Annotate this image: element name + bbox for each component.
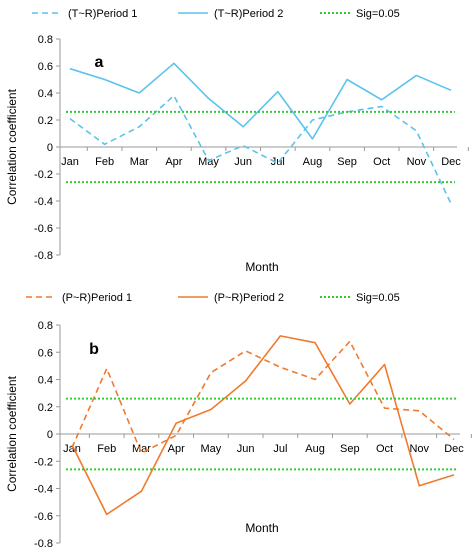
- x-tick-label: Feb: [95, 156, 114, 168]
- y-tick-label: -0.6: [34, 511, 53, 523]
- x-tick-label: Sep: [340, 443, 360, 455]
- x-tick-label: Jan: [63, 443, 81, 455]
- y-tick-label: 0.4: [38, 88, 53, 100]
- y-tick-label: 0.6: [38, 347, 53, 359]
- panel-label: a: [95, 54, 104, 71]
- x-tick-label: Dec: [441, 156, 461, 168]
- series-line-solid: [71, 335, 455, 516]
- legend-label: (T~R)Period 2: [214, 8, 283, 20]
- y-tick-label: -0.6: [34, 223, 53, 235]
- y-tick-label: -0.4: [34, 196, 53, 208]
- x-tick-label: Mar: [132, 443, 151, 455]
- legend-label: (P~R)Period 2: [214, 292, 284, 304]
- chart-panel-a: 0.8 0.6 0.4 0.2 0 -0.2 -0.4 -0.6 -0.8 Correlation…: [5, 8, 469, 274]
- x-tick-label: Feb: [97, 443, 116, 455]
- x-tick-label: Mar: [130, 156, 149, 168]
- legend-label: (P~R)Period 1: [62, 292, 132, 304]
- x-tick-label: Aug: [305, 443, 325, 455]
- x-tick-label: Jun: [237, 443, 255, 455]
- y-tick-label: 0.2: [38, 402, 53, 414]
- y-tick-label: 0.4: [38, 375, 53, 387]
- x-tick-label: Apr: [165, 156, 182, 168]
- y-tick-label: -0.4: [34, 484, 53, 496]
- x-tick-label: Nov: [409, 443, 429, 455]
- series-line-dashed: [69, 94, 452, 205]
- x-tick-label: Jun: [234, 156, 252, 168]
- y-axis-title: Correlation coefficient: [5, 88, 19, 205]
- series-line-solid: [69, 62, 452, 140]
- y-tick-label: 0.8: [38, 34, 53, 46]
- panel-label: b: [89, 341, 99, 358]
- x-tick-label: Dec: [444, 443, 464, 455]
- y-tick-label: 0: [47, 142, 53, 154]
- x-tick-label: May: [198, 156, 219, 168]
- y-axis-title: Correlation coefficient: [5, 375, 19, 492]
- x-tick-label: Jan: [61, 156, 79, 168]
- series-line-dashed: [71, 340, 455, 454]
- legend-label: Sig=0.05: [356, 8, 400, 20]
- x-tick-label: May: [201, 443, 222, 455]
- y-tick-label: 0.6: [38, 61, 53, 73]
- x-tick-label: Aug: [303, 156, 323, 168]
- chart-panel-b: 0.8 0.6 0.4 0.2 0 -0.2 -0.4 -0.6 -0.8 Correlation…: [5, 292, 472, 550]
- y-tick-label: 0.8: [38, 320, 53, 332]
- x-tick-label: Jul: [273, 443, 287, 455]
- y-tick-label: -0.2: [34, 169, 53, 181]
- y-tick-label: 0: [47, 429, 53, 441]
- x-axis-title: Month: [245, 521, 278, 535]
- y-tick-label: -0.2: [34, 456, 53, 468]
- x-axis-title: Month: [245, 260, 278, 274]
- legend-label: (T~R)Period 1: [68, 8, 137, 20]
- x-tick-label: Nov: [407, 156, 427, 168]
- y-tick-label: -0.8: [34, 250, 53, 262]
- x-tick-label: Sep: [337, 156, 357, 168]
- legend-label: Sig=0.05: [356, 292, 400, 304]
- y-tick-label: 0.2: [38, 115, 53, 127]
- y-tick-label: -0.8: [34, 538, 53, 550]
- x-tick-label: Apr: [168, 443, 185, 455]
- x-tick-label: Oct: [373, 156, 390, 168]
- x-tick-label: Oct: [376, 443, 393, 455]
